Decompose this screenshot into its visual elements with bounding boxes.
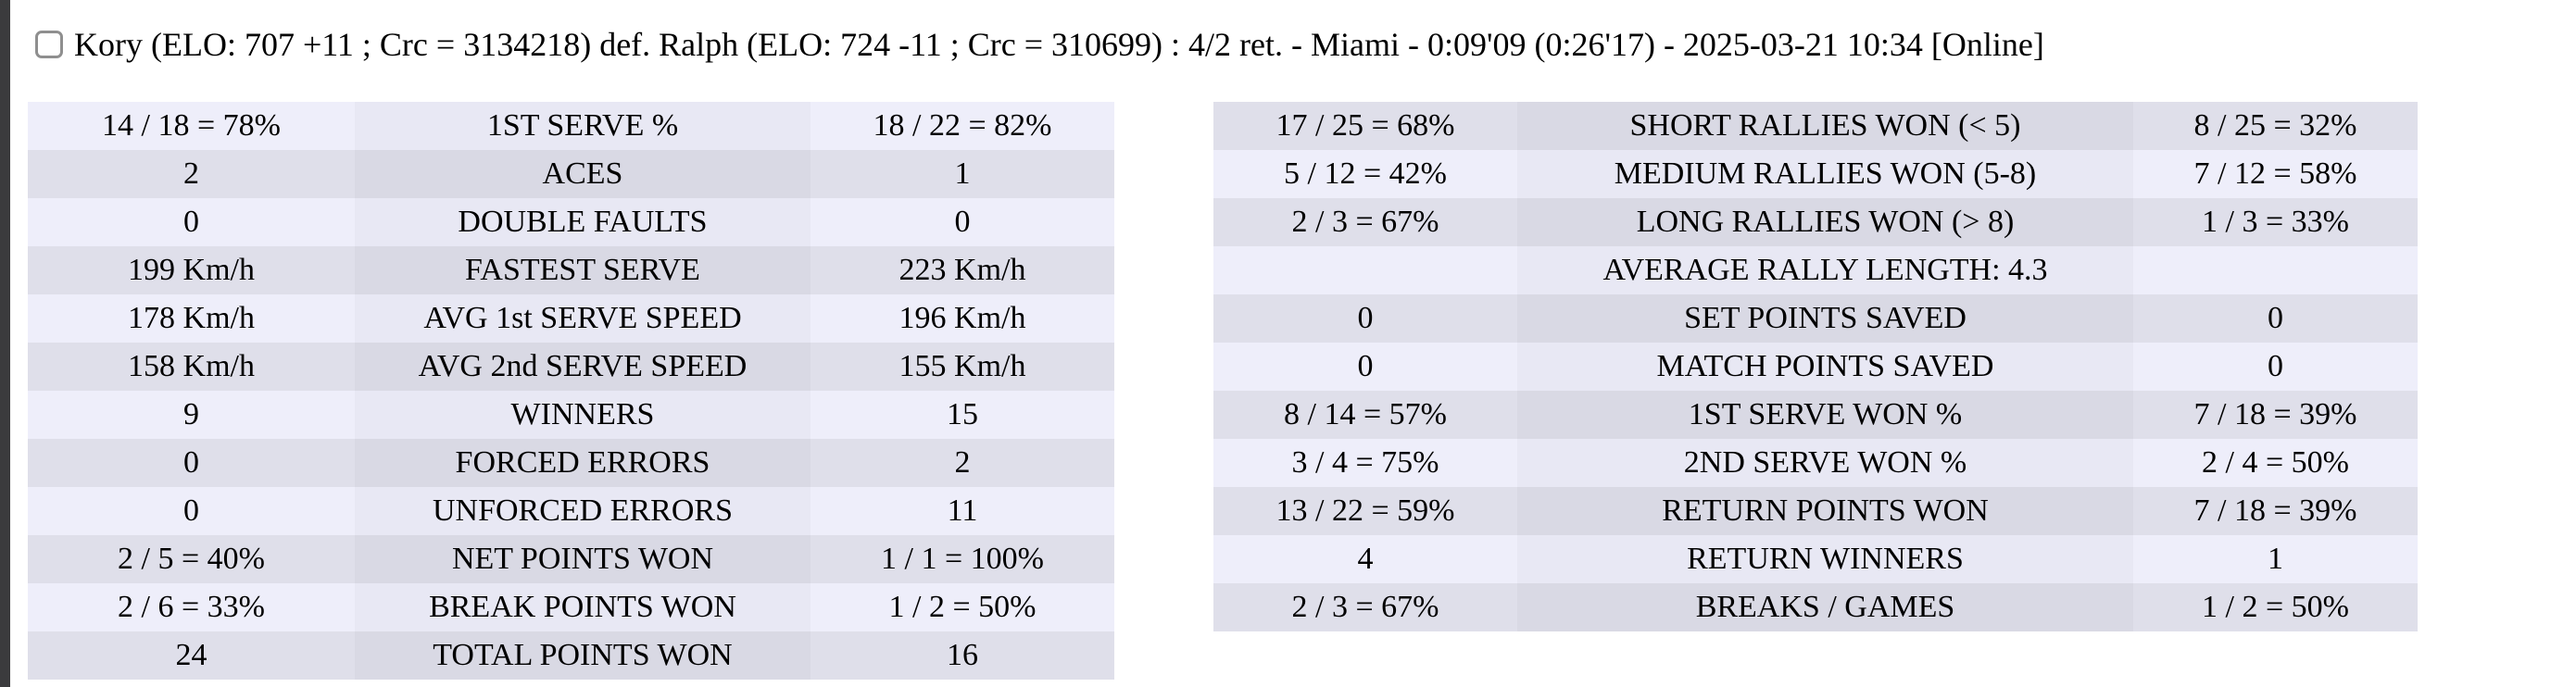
- stat-label: TOTAL POINTS WON: [355, 631, 810, 680]
- stat-value-right: 0: [2133, 294, 2418, 343]
- stat-label: RETURN WINNERS: [1517, 535, 2133, 583]
- stat-label: FORCED ERRORS: [355, 439, 810, 487]
- stat-label: AVERAGE RALLY LENGTH: 4.3: [1517, 246, 2133, 294]
- stat-value-left: 5 / 12 = 42%: [1213, 150, 1517, 198]
- stat-row: 4 RETURN WINNERS 1: [1213, 535, 2418, 583]
- stat-row: 17 / 25 = 68% SHORT RALLIES WON (< 5) 8 / …: [1213, 102, 2418, 150]
- stat-value-left: [1213, 246, 1517, 294]
- stat-label: MEDIUM RALLIES WON (5-8): [1517, 150, 2133, 198]
- stat-row: 0 DOUBLE FAULTS 0: [28, 198, 1114, 246]
- stat-value-right: 16: [810, 631, 1114, 680]
- stat-value-right: 223 Km/h: [810, 246, 1114, 294]
- stat-row: 24 TOTAL POINTS WON 16: [28, 631, 1114, 680]
- stat-value-right: 0: [810, 198, 1114, 246]
- stat-value-right: 18 / 22 = 82%: [810, 102, 1114, 150]
- stat-value-right: 7 / 18 = 39%: [2133, 391, 2418, 439]
- stat-row: 13 / 22 = 59% RETURN POINTS WON 7 / 18 = 3…: [1213, 487, 2418, 535]
- stat-label: DOUBLE FAULTS: [355, 198, 810, 246]
- stat-value-right: 7 / 18 = 39%: [2133, 487, 2418, 535]
- stat-label: RETURN POINTS WON: [1517, 487, 2133, 535]
- match-header: Kory (ELO: 707 +11 ; Crc = 3134218) def.…: [35, 19, 2044, 70]
- stat-value-right: 1 / 2 = 50%: [2133, 583, 2418, 631]
- stat-row: 2 / 3 = 67% LONG RALLIES WON (> 8) 1 / 3 =…: [1213, 198, 2418, 246]
- stat-label: 1ST SERVE WON %: [1517, 391, 2133, 439]
- stat-value-left: 0: [1213, 343, 1517, 391]
- stat-value-right: 8 / 25 = 32%: [2133, 102, 2418, 150]
- stat-value-right: [2133, 246, 2418, 294]
- stat-row: 3 / 4 = 75% 2ND SERVE WON % 2 / 4 = 50%: [1213, 439, 2418, 487]
- stat-value-left: 0: [1213, 294, 1517, 343]
- stat-label: AVG 2nd SERVE SPEED: [355, 343, 810, 391]
- stat-value-left: 2 / 3 = 67%: [1213, 198, 1517, 246]
- stat-value-left: 2 / 5 = 40%: [28, 535, 355, 583]
- stat-label: SHORT RALLIES WON (< 5): [1517, 102, 2133, 150]
- stat-label: BREAK POINTS WON: [355, 583, 810, 631]
- stat-value-right: 155 Km/h: [810, 343, 1114, 391]
- stat-value-left: 0: [28, 439, 355, 487]
- stat-row: 14 / 18 = 78% 1ST SERVE % 18 / 22 = 82%: [28, 102, 1114, 150]
- stat-label: ACES: [355, 150, 810, 198]
- stat-value-right: 1 / 2 = 50%: [810, 583, 1114, 631]
- stat-value-left: 9: [28, 391, 355, 439]
- stat-value-left: 2 / 6 = 33%: [28, 583, 355, 631]
- stat-label: LONG RALLIES WON (> 8): [1517, 198, 2133, 246]
- stat-value-left: 17 / 25 = 68%: [1213, 102, 1517, 150]
- stat-value-right: 2: [810, 439, 1114, 487]
- stat-label: 2ND SERVE WON %: [1517, 439, 2133, 487]
- stat-label: SET POINTS SAVED: [1517, 294, 2133, 343]
- stat-row: 0 MATCH POINTS SAVED 0: [1213, 343, 2418, 391]
- stat-row: AVERAGE RALLY LENGTH: 4.3: [1213, 246, 2418, 294]
- stat-value-left: 0: [28, 198, 355, 246]
- stat-row: 8 / 14 = 57% 1ST SERVE WON % 7 / 18 = 39%: [1213, 391, 2418, 439]
- stat-label: AVG 1st SERVE SPEED: [355, 294, 810, 343]
- stat-value-right: 1 / 1 = 100%: [810, 535, 1114, 583]
- stat-row: 2 / 5 = 40% NET POINTS WON 1 / 1 = 100%: [28, 535, 1114, 583]
- stat-value-left: 13 / 22 = 59%: [1213, 487, 1517, 535]
- stat-label: MATCH POINTS SAVED: [1517, 343, 2133, 391]
- stat-row: 0 SET POINTS SAVED 0: [1213, 294, 2418, 343]
- stat-value-right: 2 / 4 = 50%: [2133, 439, 2418, 487]
- stat-value-right: 1: [2133, 535, 2418, 583]
- stat-row: 0 UNFORCED ERRORS 11: [28, 487, 1114, 535]
- match-summary-text: Kory (ELO: 707 +11 ; Crc = 3134218) def.…: [74, 26, 2044, 63]
- stat-label: BREAKS / GAMES: [1517, 583, 2133, 631]
- stat-value-left: 158 Km/h: [28, 343, 355, 391]
- stat-label: 1ST SERVE %: [355, 102, 810, 150]
- serve-stats-table: 14 / 18 = 78% 1ST SERVE % 18 / 22 = 82% 2 AC…: [28, 102, 1114, 680]
- stat-row: 178 Km/h AVG 1st SERVE SPEED 196 Km/h: [28, 294, 1114, 343]
- stat-row: 2 ACES 1: [28, 150, 1114, 198]
- stat-value-right: 11: [810, 487, 1114, 535]
- stat-label: FASTEST SERVE: [355, 246, 810, 294]
- window-edge-strip: [0, 0, 10, 687]
- stat-value-left: 8 / 14 = 57%: [1213, 391, 1517, 439]
- stat-label: NET POINTS WON: [355, 535, 810, 583]
- stat-value-right: 7 / 12 = 58%: [2133, 150, 2418, 198]
- stat-row: 0 FORCED ERRORS 2: [28, 439, 1114, 487]
- stat-value-left: 178 Km/h: [28, 294, 355, 343]
- match-select-checkbox[interactable]: [35, 31, 63, 58]
- stat-row: 2 / 3 = 67% BREAKS / GAMES 1 / 2 = 50%: [1213, 583, 2418, 631]
- stat-value-left: 3 / 4 = 75%: [1213, 439, 1517, 487]
- rally-stats-table: 17 / 25 = 68% SHORT RALLIES WON (< 5) 8 / …: [1213, 102, 2418, 631]
- stat-value-left: 24: [28, 631, 355, 680]
- stat-value-right: 196 Km/h: [810, 294, 1114, 343]
- stat-row: 2 / 6 = 33% BREAK POINTS WON 1 / 2 = 50%: [28, 583, 1114, 631]
- stat-value-left: 14 / 18 = 78%: [28, 102, 355, 150]
- stat-value-right: 15: [810, 391, 1114, 439]
- stat-value-right: 1: [810, 150, 1114, 198]
- stat-value-right: 0: [2133, 343, 2418, 391]
- stat-row: 5 / 12 = 42% MEDIUM RALLIES WON (5-8) 7 / …: [1213, 150, 2418, 198]
- stat-row: 9 WINNERS 15: [28, 391, 1114, 439]
- stat-value-left: 2: [28, 150, 355, 198]
- stat-row: 158 Km/h AVG 2nd SERVE SPEED 155 Km/h: [28, 343, 1114, 391]
- stat-value-left: 199 Km/h: [28, 246, 355, 294]
- stat-value-right: 1 / 3 = 33%: [2133, 198, 2418, 246]
- stat-value-left: 0: [28, 487, 355, 535]
- stat-row: 199 Km/h FASTEST SERVE 223 Km/h: [28, 246, 1114, 294]
- stat-label: WINNERS: [355, 391, 810, 439]
- stat-label: UNFORCED ERRORS: [355, 487, 810, 535]
- stat-value-left: 4: [1213, 535, 1517, 583]
- stat-value-left: 2 / 3 = 67%: [1213, 583, 1517, 631]
